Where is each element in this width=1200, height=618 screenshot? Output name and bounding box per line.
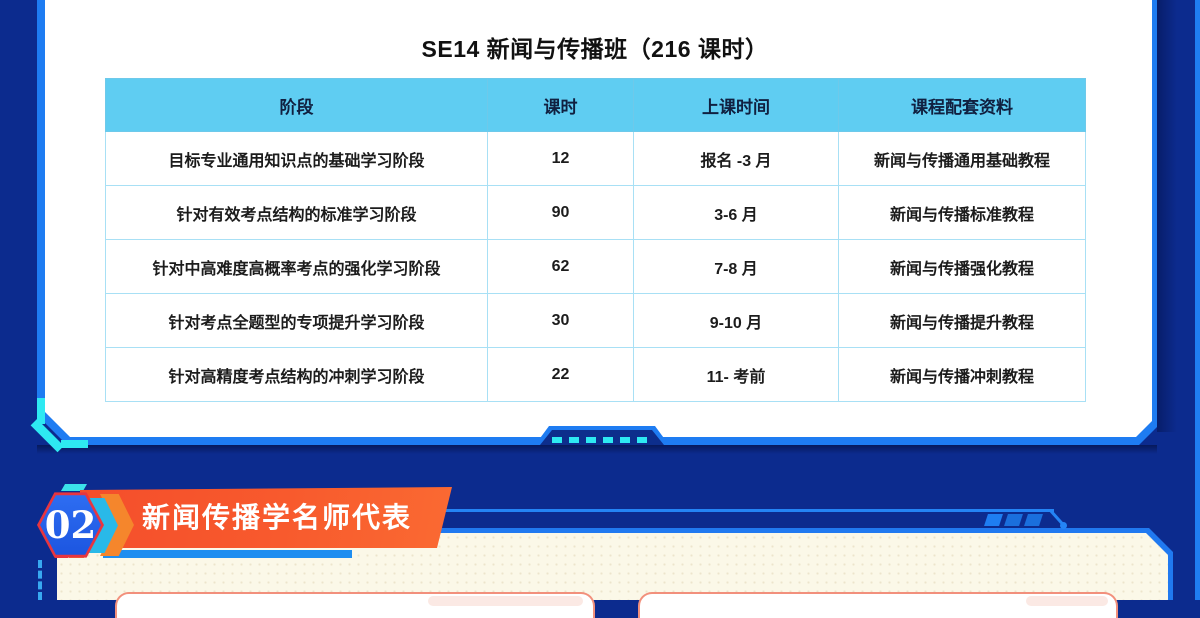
cell-stage: 针对高精度考点结构的冲刺学习阶段	[105, 347, 488, 402]
cell-time: 11- 考前	[633, 347, 839, 402]
table-row: 针对中高难度高概率考点的强化学习阶段 62 7-8 月 新闻与传播强化教程	[105, 239, 1086, 294]
banner-cyan-accent	[60, 484, 88, 491]
cell-stage: 目标专业通用知识点的基础学习阶段	[105, 131, 488, 186]
cell-time: 7-8 月	[633, 239, 839, 294]
tech-line-dot	[1060, 522, 1067, 529]
banner-blue-underline	[103, 550, 352, 558]
header-hours: 课时	[487, 78, 634, 132]
section2-title: 新闻传播学名师代表	[142, 502, 413, 533]
cell-stage: 针对考点全题型的专项提升学习阶段	[105, 293, 488, 348]
table-header-row: 阶段 课时 上课时间 课程配套资料	[105, 78, 1086, 132]
cell-materials: 新闻与传播提升教程	[838, 293, 1086, 348]
table-row: 目标专业通用知识点的基础学习阶段 12 报名 -3 月 新闻与传播通用基础教程	[105, 131, 1086, 186]
teacher-card-right-accent	[1026, 596, 1108, 606]
cell-hours: 12	[487, 131, 634, 186]
header-materials: 课程配套资料	[838, 78, 1086, 132]
card-right-shadow	[1157, 0, 1177, 432]
card-bottom-shadow	[37, 445, 1157, 454]
cell-time: 9-10 月	[633, 293, 839, 348]
corner-accent-vertical	[37, 398, 45, 424]
table-row: 针对考点全题型的专项提升学习阶段 30 9-10 月 新闻与传播提升教程	[105, 293, 1086, 348]
dashed-line-accent	[38, 560, 42, 600]
section2-banner: 新闻传播学名师代表	[80, 487, 452, 548]
cell-stage: 针对中高难度高概率考点的强化学习阶段	[105, 239, 488, 294]
corner-accent-horizontal	[61, 440, 88, 448]
table-row: 针对高精度考点结构的冲刺学习阶段 22 11- 考前 新闻与传播冲刺教程	[105, 347, 1086, 402]
teacher-card-left-accent	[428, 596, 583, 606]
tech-dash-icons	[984, 514, 1043, 526]
notch-dash-icons	[552, 437, 647, 443]
cell-time: 报名 -3 月	[633, 131, 839, 186]
course-schedule-table: 阶段 课时 上课时间 课程配套资料 目标专业通用知识点的基础学习阶段 12 报名…	[105, 78, 1086, 402]
header-stage: 阶段	[105, 78, 488, 132]
table-row: 针对有效考点结构的标准学习阶段 90 3-6 月 新闻与传播标准教程	[105, 185, 1086, 240]
section2-number: 02	[40, 495, 101, 555]
tech-line	[432, 509, 1054, 512]
cell-materials: 新闻与传播标准教程	[838, 185, 1086, 240]
cell-materials: 新闻与传播冲刺教程	[838, 347, 1086, 402]
cell-hours: 30	[487, 293, 634, 348]
cell-materials: 新闻与传播通用基础教程	[838, 131, 1086, 186]
cell-hours: 90	[487, 185, 634, 240]
cell-materials: 新闻与传播强化教程	[838, 239, 1086, 294]
cell-stage: 针对有效考点结构的标准学习阶段	[105, 185, 488, 240]
header-time: 上课时间	[633, 78, 839, 132]
cell-time: 3-6 月	[633, 185, 839, 240]
course-title: SE14 新闻与传播班（216 课时）	[421, 36, 769, 62]
page-right-edge-stripe	[1195, 0, 1200, 600]
cell-hours: 22	[487, 347, 634, 402]
cell-hours: 62	[487, 239, 634, 294]
